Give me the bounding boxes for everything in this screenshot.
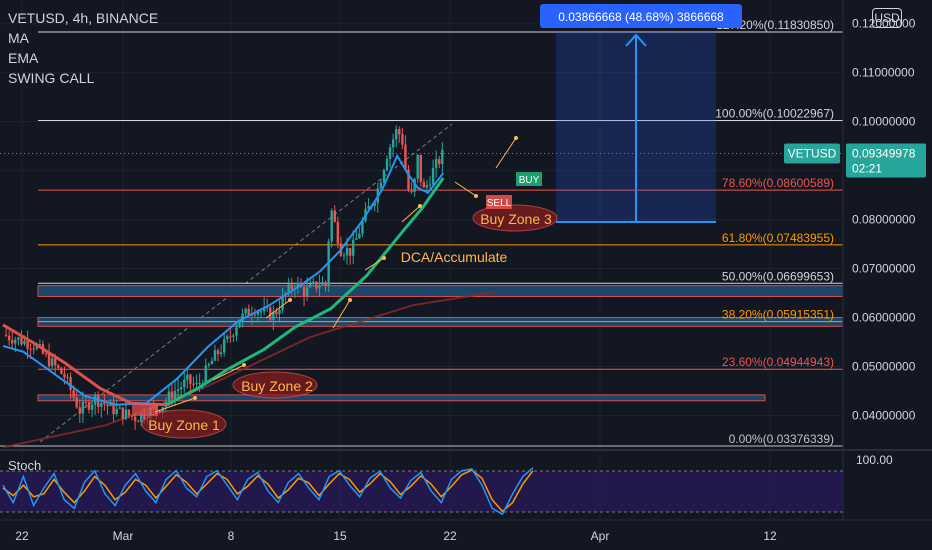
x-tick-0: 22 — [15, 529, 29, 543]
swing-arrow-2 — [265, 299, 291, 319]
buy-zone-1-ellipse — [141, 409, 227, 439]
chart-legend: VETUSD, 4h, BINANCE MA EMA SWING CALL — [8, 8, 158, 88]
swing-arrow-7 — [454, 181, 477, 197]
swing-arrow-head-4 — [382, 256, 386, 260]
swing-arrow-6 — [495, 137, 517, 169]
buy-tag-box — [516, 172, 542, 186]
fib-label-4: 61.80%(0.07483955) — [722, 231, 834, 245]
y-tick-2: 0.06000000 — [852, 311, 916, 325]
symbol-tag: VETUSD — [788, 146, 837, 160]
buy-zone-box-1 — [37, 285, 844, 297]
stoch-k-line — [2, 467, 534, 516]
x-tick-2: 8 — [228, 529, 235, 543]
time-axis-bg — [0, 520, 932, 550]
sell-tag: SELL — [487, 198, 512, 209]
x-tick-6: 12 — [763, 529, 777, 543]
buy-zone-3-ellipse — [472, 204, 558, 232]
measure-label: 0.03866668 (48.68%) 3866668 — [558, 10, 724, 24]
fib-label-0: 0.00%(0.03376339) — [729, 432, 834, 446]
dca-label: DCA/Accumulate — [401, 249, 508, 265]
stoch-band — [0, 471, 843, 512]
price-tag-value: 0.09349978 — [852, 146, 916, 160]
buy-zone-2-label: Buy Zone 2 — [241, 378, 313, 394]
stoch-y-tick: 100.00 — [856, 453, 893, 467]
swing-arrow-head-5 — [418, 204, 422, 208]
fib-label-6: 100.00%(0.10022967) — [715, 107, 834, 121]
symbol-tag-box — [784, 143, 840, 164]
stoch-label: Stoch — [8, 458, 42, 473]
swing-call-line — [166, 177, 445, 407]
swing-arrow-head-2 — [288, 298, 292, 302]
buy-tag: BUY — [519, 175, 540, 186]
x-tick-4: 22 — [443, 529, 457, 543]
measure-arrow-head — [625, 33, 647, 47]
measure-label-box — [540, 4, 742, 28]
slow-ma-line — [2, 291, 495, 449]
swing-arrow-head-7 — [474, 194, 478, 198]
fib-label-5: 78.60%(0.08600589) — [722, 176, 834, 190]
buy-zone-1-label: Buy Zone 1 — [148, 417, 220, 433]
price-tag-countdown: 02:21 — [852, 161, 882, 175]
buy-zone-3-label: Buy Zone 3 — [480, 211, 552, 227]
y-tick-6: 0.10000000 — [852, 115, 916, 129]
y-tick-0: 0.04000000 — [852, 408, 916, 422]
indicator-swing-call[interactable]: SWING CALL — [8, 70, 95, 86]
swing-arrow-head-3 — [348, 298, 352, 302]
y-tick-4: 0.08000000 — [852, 213, 916, 227]
sell-tag-box-2 — [132, 403, 158, 416]
swing-arrow-head-6 — [514, 136, 518, 140]
fib-label-3: 50.00%(0.06699653) — [722, 269, 834, 283]
swing-arrow-4 — [364, 257, 385, 271]
price-axis-bg — [843, 0, 932, 550]
fib-label-2: 38.20%(0.05915351) — [722, 308, 834, 322]
currency-button[interactable]: USD — [872, 8, 902, 28]
buy-zone-2-ellipse — [232, 371, 318, 399]
indicator-ema[interactable]: EMA — [8, 50, 39, 66]
y-tick-1: 0.05000000 — [852, 359, 916, 373]
x-tick-1: Mar — [113, 529, 134, 543]
swing-arrow-3 — [332, 299, 351, 329]
fib-label-7: 127.20%(0.11830850) — [716, 18, 834, 32]
swing-arrow-head-0 — [193, 396, 197, 400]
y-tick-7: 0.11000000 — [852, 66, 915, 80]
fib-label-1: 23.60%(0.04944943) — [722, 355, 834, 369]
x-tick-5: Apr — [591, 529, 610, 543]
chart-title: VETUSD, 4h, BINANCE — [8, 10, 159, 26]
sell-tag-box — [486, 195, 512, 209]
swing-arrow-1 — [212, 364, 245, 381]
ema-line — [2, 153, 445, 406]
price-tag-box — [846, 143, 926, 178]
x-tick-3: 15 — [333, 529, 347, 543]
swing-arrow-head-1 — [242, 363, 246, 367]
buy-zone-box-3 — [37, 394, 766, 402]
swing-arrow-0 — [154, 397, 196, 413]
indicator-ma[interactable]: MA — [8, 30, 29, 46]
swing-arrow-5 — [401, 205, 421, 223]
y-tick-3: 0.07000000 — [852, 262, 916, 276]
